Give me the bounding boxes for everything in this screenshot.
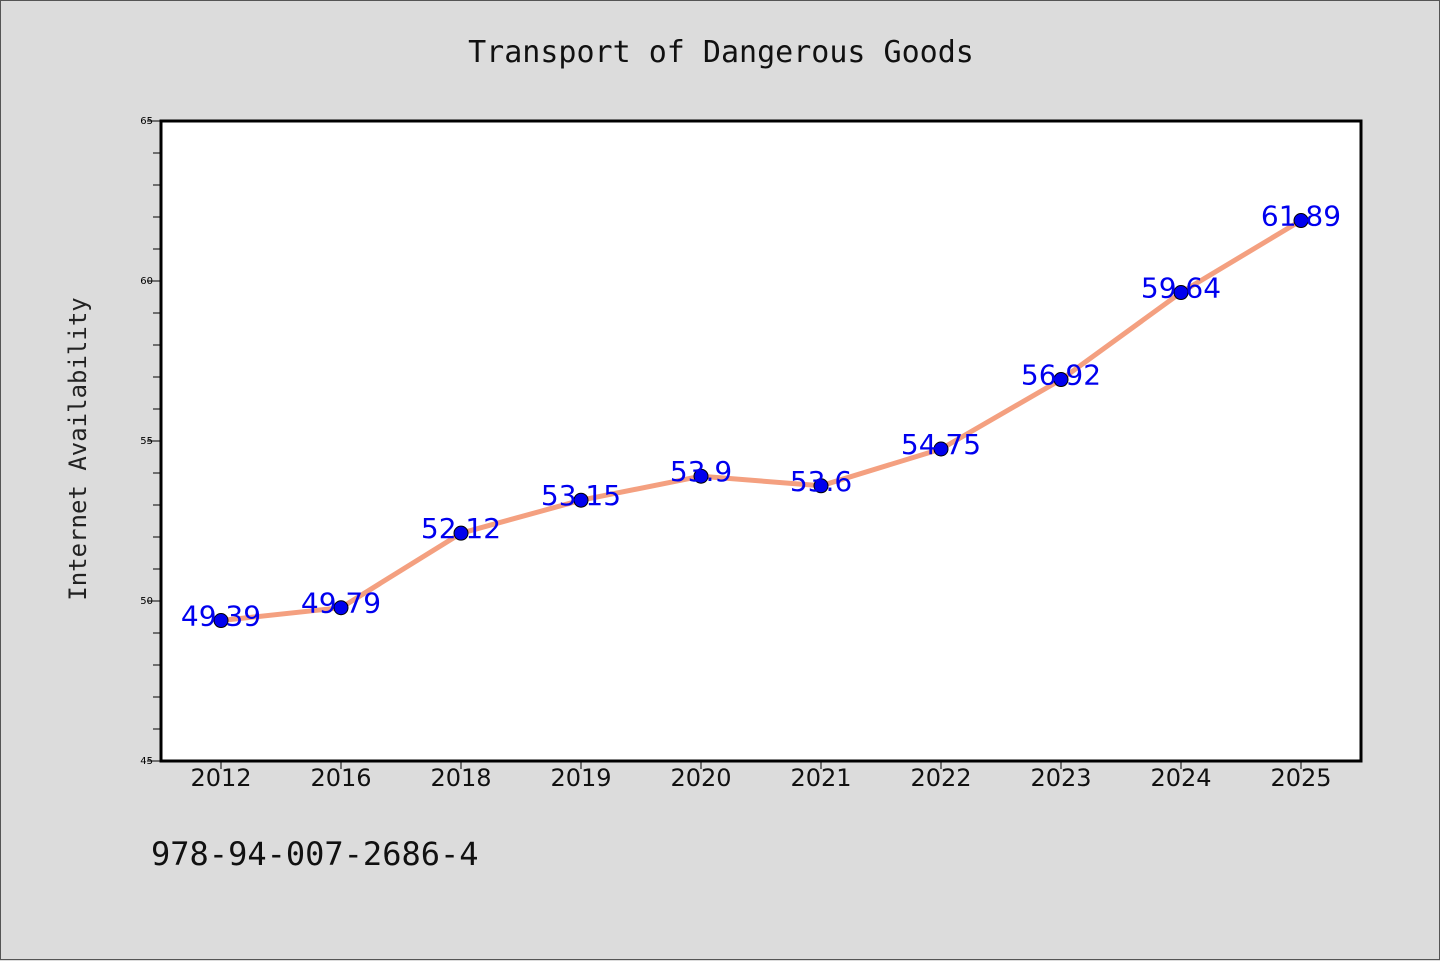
y-axis-label: Internet Availability [64,297,92,600]
x-tick-label: 2016 [310,764,371,792]
x-tick-label: 2021 [790,764,851,792]
x-axis: 2012 2016 2018 2019 2020 2021 2022 2023 2024 2025 [190,761,1332,792]
series-line [220,218,1303,623]
data-point [693,468,709,484]
y-tick-label: 65 [140,116,153,127]
data-labels: 49.39 49.79 52.12 53.15 53.9 53.6 54.75 56.92 59… [181,200,1341,633]
series-markers [213,213,1309,629]
data-label: 53.15 [541,479,621,512]
chart-title: Transport of Dangerous Goods [468,35,974,70]
data-point [213,613,229,629]
y-tick-label: 45 [140,756,153,767]
isbn-annotation: 978-94-007-2686-4 [151,835,479,873]
x-tick-label: 2024 [1150,764,1211,792]
data-point [813,478,829,494]
plot-area [159,119,1363,763]
x-tick-label: 2020 [670,764,731,792]
data-label: 54.75 [901,428,981,461]
data-label: 52.12 [421,512,501,545]
data-label: 61.89 [1261,200,1341,233]
data-point [573,492,589,508]
data-label: 49.39 [181,600,261,633]
data-point [1293,213,1309,229]
data-label: 53.6 [790,465,852,498]
x-tick-label: 2019 [550,764,611,792]
data-point [933,441,949,457]
x-tick-label: 2012 [190,764,251,792]
data-point [453,525,469,541]
y-tick-label: 50 [140,596,153,607]
data-label: 56.92 [1021,359,1101,392]
data-label: 53.9 [670,455,732,488]
y-tick-label: 55 [140,436,153,447]
x-tick-label: 2025 [1270,764,1331,792]
x-tick-label: 2022 [910,764,971,792]
data-label: 49.79 [301,587,381,620]
x-tick-label: 2018 [430,764,491,792]
data-point [1053,372,1069,388]
data-point [1173,285,1189,301]
data-label: 59.64 [1141,272,1221,305]
y-axis: 45 50 55 60 65 [140,116,161,767]
y-tick-label: 60 [140,276,153,287]
x-tick-label: 2023 [1030,764,1091,792]
data-point [333,600,349,616]
